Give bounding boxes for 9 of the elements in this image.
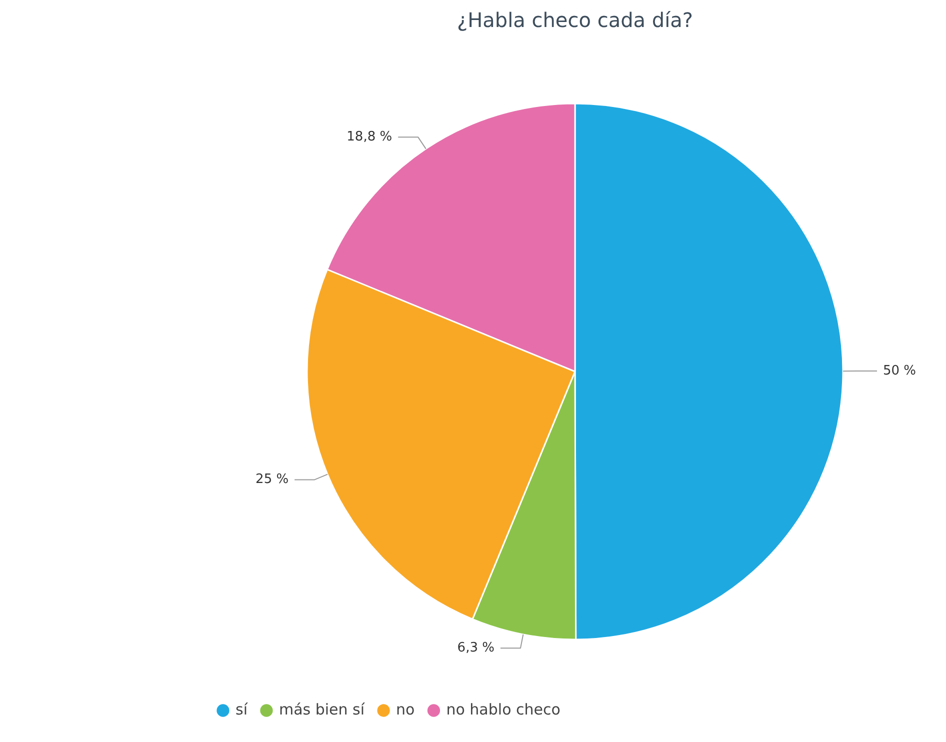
chart-title: ¿Habla checo cada día? [456,8,694,32]
data-label: 25 % [256,472,289,488]
data-label: 6,3 % [457,640,494,656]
legend-label: no [396,700,415,718]
legend-label: no hablo checo [446,700,560,718]
data-label: 18,8 % [346,130,392,145]
legend-label: sí [236,700,248,718]
legend-label: más bien sí [278,700,366,718]
data-label: 50 % [883,363,916,378]
